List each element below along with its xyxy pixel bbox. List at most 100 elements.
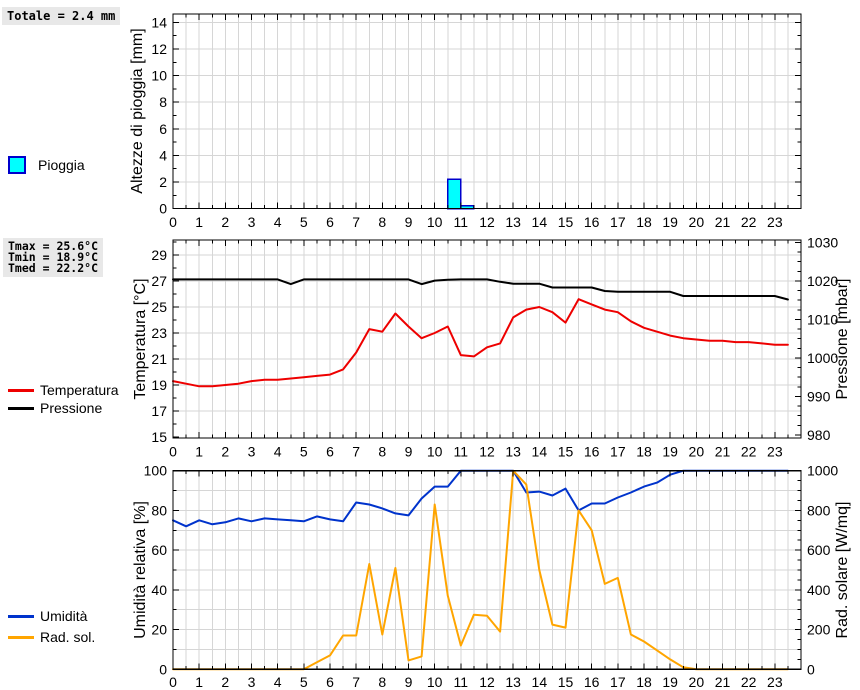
humidity-legend-label: Umidità <box>40 608 88 624</box>
svg-text:980: 980 <box>807 427 831 443</box>
svg-text:1010: 1010 <box>807 311 838 327</box>
radiation-legend: Rad. sol. <box>8 628 95 646</box>
svg-text:80: 80 <box>151 502 167 518</box>
gridlines <box>173 470 801 670</box>
svg-text:22: 22 <box>741 674 757 690</box>
svg-text:14: 14 <box>532 674 548 690</box>
axis-ticks <box>173 470 801 670</box>
svg-text:0: 0 <box>159 661 167 677</box>
svg-text:20: 20 <box>689 674 705 690</box>
svg-text:7: 7 <box>352 214 360 230</box>
svg-text:12: 12 <box>479 444 495 460</box>
svg-text:16: 16 <box>584 444 600 460</box>
svg-text:29: 29 <box>151 247 167 263</box>
humidity-legend: Umidità <box>8 607 87 625</box>
svg-text:0: 0 <box>807 661 815 677</box>
humidity-legend-line <box>8 614 34 618</box>
svg-text:6: 6 <box>326 444 334 460</box>
radiation-y-axis-title: Rad. solare [W/mq] <box>834 501 851 639</box>
svg-text:100: 100 <box>144 463 168 479</box>
svg-text:15: 15 <box>558 674 574 690</box>
pressure-legend: Pressione <box>8 399 102 417</box>
svg-text:7: 7 <box>352 674 360 690</box>
pressione-line <box>172 278 789 301</box>
svg-text:27: 27 <box>151 273 167 289</box>
svg-text:3: 3 <box>248 214 256 230</box>
svg-text:6: 6 <box>326 214 334 230</box>
svg-text:2: 2 <box>221 444 229 460</box>
svg-text:4: 4 <box>274 674 282 690</box>
temperature-legend: Temperatura <box>8 381 119 399</box>
svg-text:1030: 1030 <box>807 235 838 251</box>
svg-text:23: 23 <box>767 214 783 230</box>
svg-text:12: 12 <box>479 674 495 690</box>
gridlines <box>173 14 801 209</box>
svg-text:18: 18 <box>636 214 652 230</box>
svg-text:19: 19 <box>662 674 678 690</box>
rain-bar <box>447 178 462 210</box>
tmed-label: Tmed = 22.2°C <box>8 261 99 275</box>
svg-text:17: 17 <box>610 444 626 460</box>
svg-text:1: 1 <box>195 444 203 460</box>
svg-text:20: 20 <box>689 214 705 230</box>
svg-text:40: 40 <box>151 582 167 598</box>
svg-text:23: 23 <box>151 325 167 341</box>
svg-text:3: 3 <box>248 444 256 460</box>
temperature-legend-line <box>8 388 34 392</box>
svg-text:14: 14 <box>532 214 548 230</box>
rain-total-box: Totale = 2.4 mm <box>2 7 121 25</box>
svg-text:990: 990 <box>807 388 831 404</box>
svg-text:6: 6 <box>159 121 167 137</box>
svg-text:8: 8 <box>378 444 386 460</box>
svg-text:20: 20 <box>689 444 705 460</box>
svg-text:10: 10 <box>151 68 167 84</box>
svg-text:10: 10 <box>427 444 443 460</box>
svg-text:17: 17 <box>151 403 167 419</box>
svg-text:21: 21 <box>715 214 731 230</box>
svg-text:21: 21 <box>151 351 167 367</box>
svg-text:21: 21 <box>715 674 731 690</box>
svg-text:11: 11 <box>454 444 469 460</box>
pressure-legend-line <box>8 406 34 410</box>
svg-text:17: 17 <box>610 674 626 690</box>
temperature-y-axis-title: Temperatura [°C] <box>132 278 149 400</box>
svg-text:20: 20 <box>151 622 167 638</box>
svg-text:9: 9 <box>405 214 413 230</box>
svg-text:18: 18 <box>636 674 652 690</box>
svg-text:23: 23 <box>767 444 783 460</box>
svg-text:19: 19 <box>662 214 678 230</box>
radiation-legend-line <box>8 635 34 639</box>
svg-text:17: 17 <box>610 214 626 230</box>
svg-text:18: 18 <box>636 444 652 460</box>
tmin-label: Tmin = 18.9°C <box>8 250 99 264</box>
svg-text:13: 13 <box>505 214 521 230</box>
svg-text:13: 13 <box>505 674 521 690</box>
svg-text:7: 7 <box>352 444 360 460</box>
svg-text:2: 2 <box>159 174 167 190</box>
svg-text:14: 14 <box>151 14 167 30</box>
svg-text:10: 10 <box>427 214 443 230</box>
humidity-y-axis-title: Umidità relativa [%] <box>132 501 149 639</box>
svg-text:1: 1 <box>195 214 203 230</box>
svg-text:15: 15 <box>558 214 574 230</box>
svg-text:22: 22 <box>741 214 757 230</box>
svg-text:22: 22 <box>741 444 757 460</box>
svg-text:5: 5 <box>300 444 308 460</box>
svg-text:1020: 1020 <box>807 273 838 289</box>
svg-text:9: 9 <box>405 444 413 460</box>
svg-text:13: 13 <box>505 444 521 460</box>
pressure-y-axis-title: Pressione [mbar] <box>834 278 851 400</box>
svg-text:800: 800 <box>807 502 831 518</box>
svg-text:1000: 1000 <box>807 463 838 479</box>
temperature-legend-label: Temperatura <box>40 382 119 398</box>
rain-total-label: Totale = 2.4 mm <box>7 9 116 23</box>
svg-text:21: 21 <box>715 444 731 460</box>
svg-text:11: 11 <box>454 214 469 230</box>
svg-text:19: 19 <box>151 377 167 393</box>
umidita-line <box>172 469 789 528</box>
